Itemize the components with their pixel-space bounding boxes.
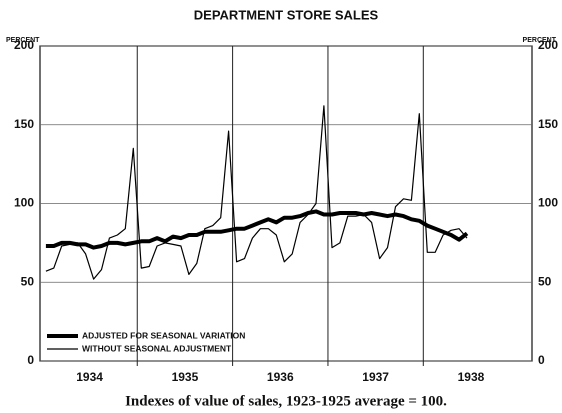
y-axis-label: PERCENT (6, 37, 40, 44)
data-line (45, 209, 469, 250)
legend-label: ADJUSTED FOR SEASONAL VARIATION (82, 330, 245, 340)
caption: Indexes of value of sales, 1923-1925 ave… (125, 393, 447, 409)
y2-tick-label: 200 (538, 38, 558, 52)
y-tick-label: 200 (14, 38, 34, 52)
y2-tick-label: 0 (538, 353, 545, 367)
y-tick-label: 50 (21, 274, 35, 288)
x-tick-label: 1937 (362, 370, 389, 384)
x-tick-label: 1935 (172, 370, 199, 384)
y2-tick-label: 150 (538, 117, 558, 131)
chart-title: DEPARTMENT STORE SALES (194, 7, 379, 22)
y-tick-label: 100 (14, 196, 34, 210)
x-tick-label: 1934 (76, 370, 103, 384)
y2-tick-label: 100 (538, 196, 558, 210)
legend-label: WITHOUT SEASONAL ADJUSTMENT (82, 343, 232, 353)
y-tick-label: 0 (27, 353, 34, 367)
x-tick-label: 1938 (458, 370, 485, 384)
y2-axis-label: PERCENT (523, 37, 557, 44)
y-tick-label: 150 (14, 117, 34, 131)
y2-tick-label: 50 (538, 274, 552, 288)
x-tick-label: 1936 (267, 370, 294, 384)
data-line (45, 105, 468, 280)
